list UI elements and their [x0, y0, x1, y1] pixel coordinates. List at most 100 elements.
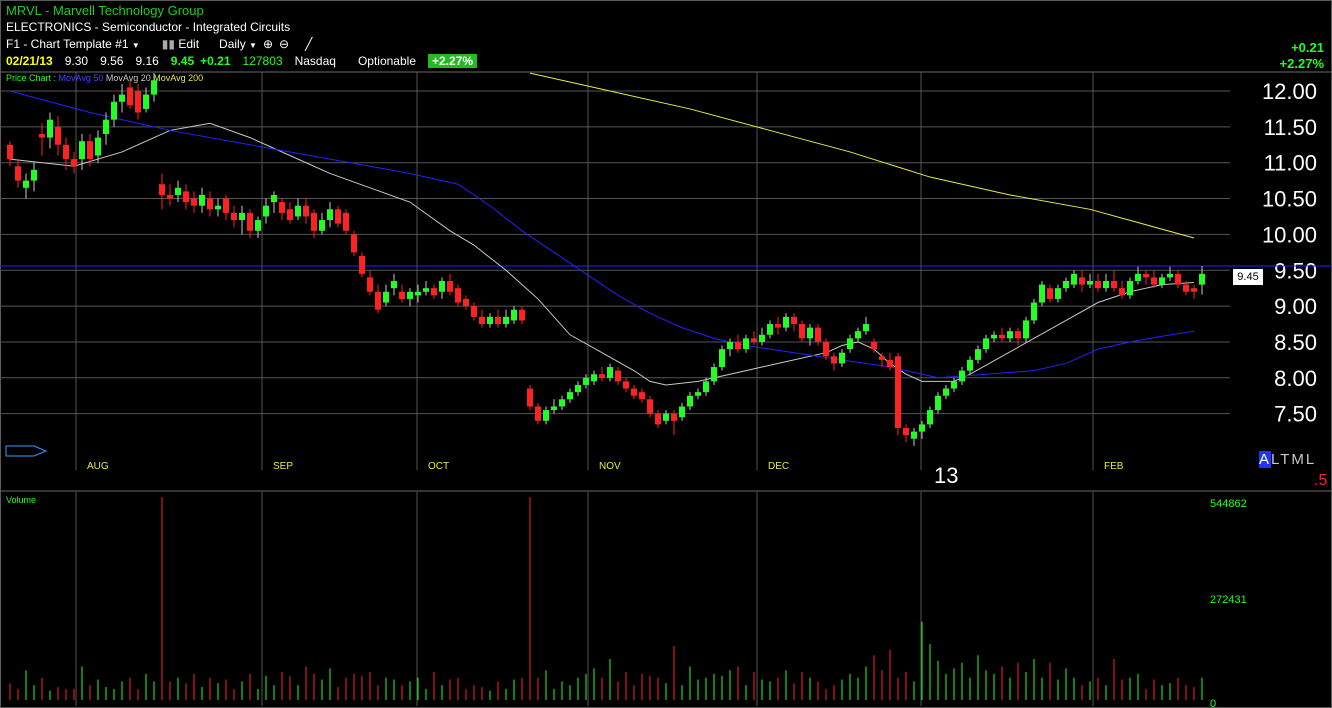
- candle-body: [1167, 273, 1173, 278]
- candle-body: [1199, 273, 1205, 285]
- quote-change: +0.21: [200, 54, 231, 68]
- chevron-down-icon: ▼: [131, 41, 140, 50]
- candle-body: [383, 291, 389, 303]
- right-pct: +2.27%: [1279, 56, 1324, 71]
- zoom-out-icon[interactable]: ⊖: [279, 37, 290, 51]
- candle-body: [1135, 273, 1141, 282]
- candle-body: [463, 298, 469, 307]
- candle-body: [87, 141, 93, 160]
- candle-body: [1095, 281, 1101, 289]
- candle-body: [303, 205, 309, 217]
- candle-body: [31, 169, 37, 181]
- template-dropdown[interactable]: F1 - Chart Template #1 ▼: [6, 37, 140, 51]
- bar-chart-icon: ▮▮: [161, 37, 175, 51]
- volume-label: Volume: [6, 495, 36, 505]
- candle-body: [815, 327, 821, 342]
- candle-body: [327, 209, 333, 221]
- candle-body: [575, 384, 581, 393]
- y-tick-label: 9.50: [1274, 258, 1317, 283]
- scale-option[interactable]: L: [1271, 451, 1281, 468]
- candle-body: [503, 316, 509, 325]
- candle-body: [407, 291, 413, 299]
- candle-body: [215, 205, 221, 210]
- moving-average-line: [9, 90, 1195, 379]
- period-dropdown[interactable]: Daily ▼: [219, 37, 257, 51]
- candle-body: [207, 198, 213, 210]
- quote-bar: 02/21/13 9.30 9.56 9.16 9.45 +0.21 12780…: [6, 54, 478, 68]
- candle-body: [911, 431, 917, 439]
- candle-body: [1111, 281, 1117, 289]
- candle-body: [71, 159, 77, 167]
- candle-body: [927, 410, 933, 425]
- candle-body: [975, 349, 981, 360]
- candle-body: [711, 367, 717, 382]
- candle-body: [783, 316, 789, 328]
- scale-option[interactable]: M: [1291, 451, 1306, 468]
- zoom-in-icon[interactable]: ⊕: [262, 37, 274, 51]
- candle-body: [223, 198, 229, 213]
- candle-body: [519, 309, 525, 321]
- candle-body: [1031, 302, 1037, 321]
- candle-body: [679, 406, 685, 418]
- scale-toggles[interactable]: ALTML: [1259, 451, 1316, 468]
- chart-legend: Price Chart : MovAvg 50 MovAvg 20 MovAvg…: [6, 73, 203, 83]
- candle-body: [255, 220, 261, 231]
- scale-option[interactable]: T: [1280, 451, 1292, 468]
- candle-body: [871, 341, 877, 350]
- candle-body: [551, 406, 557, 411]
- candle-body: [119, 94, 125, 102]
- candle-body: [895, 356, 901, 428]
- candle-body: [599, 374, 605, 378]
- candle-body: [287, 209, 293, 221]
- candle-body: [487, 316, 493, 325]
- pct-change-badge: +2.27%: [428, 54, 478, 68]
- candle-body: [727, 341, 733, 350]
- edit-button[interactable]: ▮▮ Edit: [162, 37, 199, 51]
- candle-body: [55, 126, 61, 145]
- x-month-label: AUG: [87, 461, 109, 472]
- candle-body: [1015, 331, 1021, 339]
- candle-body: [671, 413, 677, 421]
- candle-body: [423, 288, 429, 292]
- quote-high: 9.56: [100, 54, 124, 68]
- candle-body: [735, 341, 741, 350]
- scale-option[interactable]: L: [1305, 451, 1317, 468]
- candle-body: [111, 101, 117, 120]
- candle-body: [335, 209, 341, 224]
- symbol-title[interactable]: MRVL - Marvell Technology Group: [6, 3, 204, 18]
- x-month-label: SEP: [273, 461, 293, 472]
- candle-body: [1047, 288, 1053, 299]
- period-label: Daily: [219, 37, 246, 51]
- candle-body: [39, 134, 45, 138]
- year-label: 13: [934, 463, 959, 488]
- quote-volume: 127803: [242, 54, 283, 68]
- scroll-marker: [5, 445, 48, 457]
- candle-body: [1103, 281, 1109, 289]
- quote-exchange: Nasdaq: [294, 54, 336, 68]
- candle-body: [199, 194, 205, 206]
- candle-body: [879, 356, 885, 360]
- candle-body: [1023, 320, 1029, 339]
- x-month-label: FEB: [1104, 461, 1124, 472]
- volume-tick-label: 0: [1210, 698, 1216, 708]
- quote-open: 9.30: [64, 54, 89, 68]
- candle-body: [1039, 284, 1045, 303]
- candle-body: [1063, 281, 1069, 289]
- candle-body: [279, 202, 285, 213]
- draw-tool-icon[interactable]: ╱: [305, 37, 313, 51]
- candle-body: [943, 388, 949, 396]
- candle-body: [687, 395, 693, 407]
- candle-body: [79, 141, 85, 160]
- candle-body: [295, 205, 301, 217]
- candle-body: [583, 377, 589, 385]
- candle-body: [807, 327, 813, 339]
- scale-option[interactable]: A: [1259, 451, 1272, 468]
- quote-date: 02/21/13: [6, 54, 53, 68]
- candle-body: [1079, 277, 1085, 285]
- candle-body: [991, 334, 997, 339]
- candle-body: [415, 291, 421, 296]
- candle-body: [23, 180, 29, 188]
- legend-price: Price Chart :: [6, 73, 57, 83]
- candle-body: [1159, 277, 1165, 285]
